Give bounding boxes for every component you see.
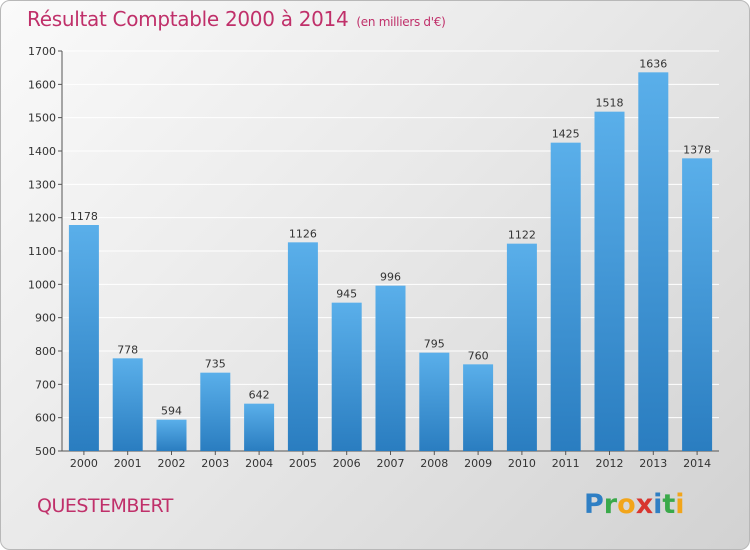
y-tick-label: 1400 xyxy=(28,145,56,158)
x-tick-label: 2002 xyxy=(158,457,186,470)
bar xyxy=(419,352,450,451)
x-tick-label: 2006 xyxy=(333,457,361,470)
x-tick-label: 2013 xyxy=(639,457,667,470)
x-tick-label: 2012 xyxy=(596,457,624,470)
x-tick-label: 2003 xyxy=(201,457,229,470)
bar xyxy=(682,158,713,452)
x-tick-label: 2001 xyxy=(114,457,142,470)
y-tick-labels: 500 600 700 800 900 1000 1100 1200 1300 1400 1500 1… xyxy=(28,45,56,458)
y-tick-label: 800 xyxy=(35,345,56,358)
bar xyxy=(156,419,187,451)
bar xyxy=(331,302,362,451)
bar xyxy=(68,225,99,451)
logo-letter: o xyxy=(617,489,636,520)
y-tick-label: 1600 xyxy=(28,78,56,91)
bar xyxy=(375,285,406,451)
logo-letter: i xyxy=(653,489,663,520)
data-label: 1178 xyxy=(70,210,98,223)
data-label: 1378 xyxy=(683,143,711,156)
data-label: 642 xyxy=(249,389,270,402)
data-label: 1636 xyxy=(639,57,667,70)
data-label: 735 xyxy=(205,358,226,371)
data-label: 1122 xyxy=(508,229,536,242)
logo-letter: r xyxy=(603,489,618,520)
y-tick-label: 1700 xyxy=(28,45,56,58)
chart-title: Résultat Comptable 2000 à 2014 (en millie… xyxy=(27,7,446,31)
bar xyxy=(550,142,581,451)
data-label: 760 xyxy=(468,349,489,362)
logo-letter: t xyxy=(662,489,676,520)
chart-title-text: Résultat Comptable 2000 à 2014 xyxy=(27,7,349,31)
logo-letter: x xyxy=(635,489,654,520)
x-tick-label: 2005 xyxy=(289,457,317,470)
y-tick-label: 900 xyxy=(35,312,56,325)
logo-letter: P xyxy=(584,489,604,520)
value-labels: 1178 778 594 735 642 1126 945 996 795 760 1122 1425… xyxy=(70,57,711,417)
y-tick-label: 700 xyxy=(35,378,56,391)
data-label: 1126 xyxy=(289,227,317,240)
x-tick-label: 2007 xyxy=(377,457,405,470)
bars xyxy=(68,72,713,452)
proxiti-logo[interactable]: Proxiti xyxy=(584,489,685,520)
bar xyxy=(594,111,625,452)
logo-letter: i xyxy=(675,489,685,520)
chart-subtitle: (en milliers d'€) xyxy=(356,15,446,29)
data-label: 594 xyxy=(161,405,182,418)
y-tick-label: 1100 xyxy=(28,245,56,258)
bar xyxy=(112,358,143,451)
data-label: 1518 xyxy=(596,97,624,110)
y-tick-label: 1200 xyxy=(28,212,56,225)
x-tick-label: 2014 xyxy=(683,457,711,470)
bar xyxy=(506,243,537,451)
x-tick-label: 2011 xyxy=(552,457,580,470)
x-tick-label: 2009 xyxy=(464,457,492,470)
x-tick-label: 2010 xyxy=(508,457,536,470)
x-tick-label: 2008 xyxy=(420,457,448,470)
data-label: 778 xyxy=(117,343,138,356)
y-tick-label: 600 xyxy=(35,412,56,425)
y-tick-label: 1000 xyxy=(28,278,56,291)
y-tick-label: 1500 xyxy=(28,112,56,125)
y-tick-label: 1300 xyxy=(28,178,56,191)
x-tick-label: 2004 xyxy=(245,457,273,470)
data-label: 1425 xyxy=(552,128,580,141)
data-label: 996 xyxy=(380,271,401,284)
bar xyxy=(287,242,318,451)
y-tick-label: 500 xyxy=(35,445,56,458)
x-tick-label: 2000 xyxy=(70,457,98,470)
bar xyxy=(638,72,669,451)
bar xyxy=(200,372,231,451)
x-tick-labels: 2000 2001 2002 2003 2004 2005 2006 2007 2008 2009… xyxy=(70,457,711,470)
town-name: QUESTEMBERT xyxy=(37,495,173,517)
data-label: 945 xyxy=(336,288,357,301)
data-label: 795 xyxy=(424,338,445,351)
bar xyxy=(244,403,275,451)
bar xyxy=(463,364,494,451)
